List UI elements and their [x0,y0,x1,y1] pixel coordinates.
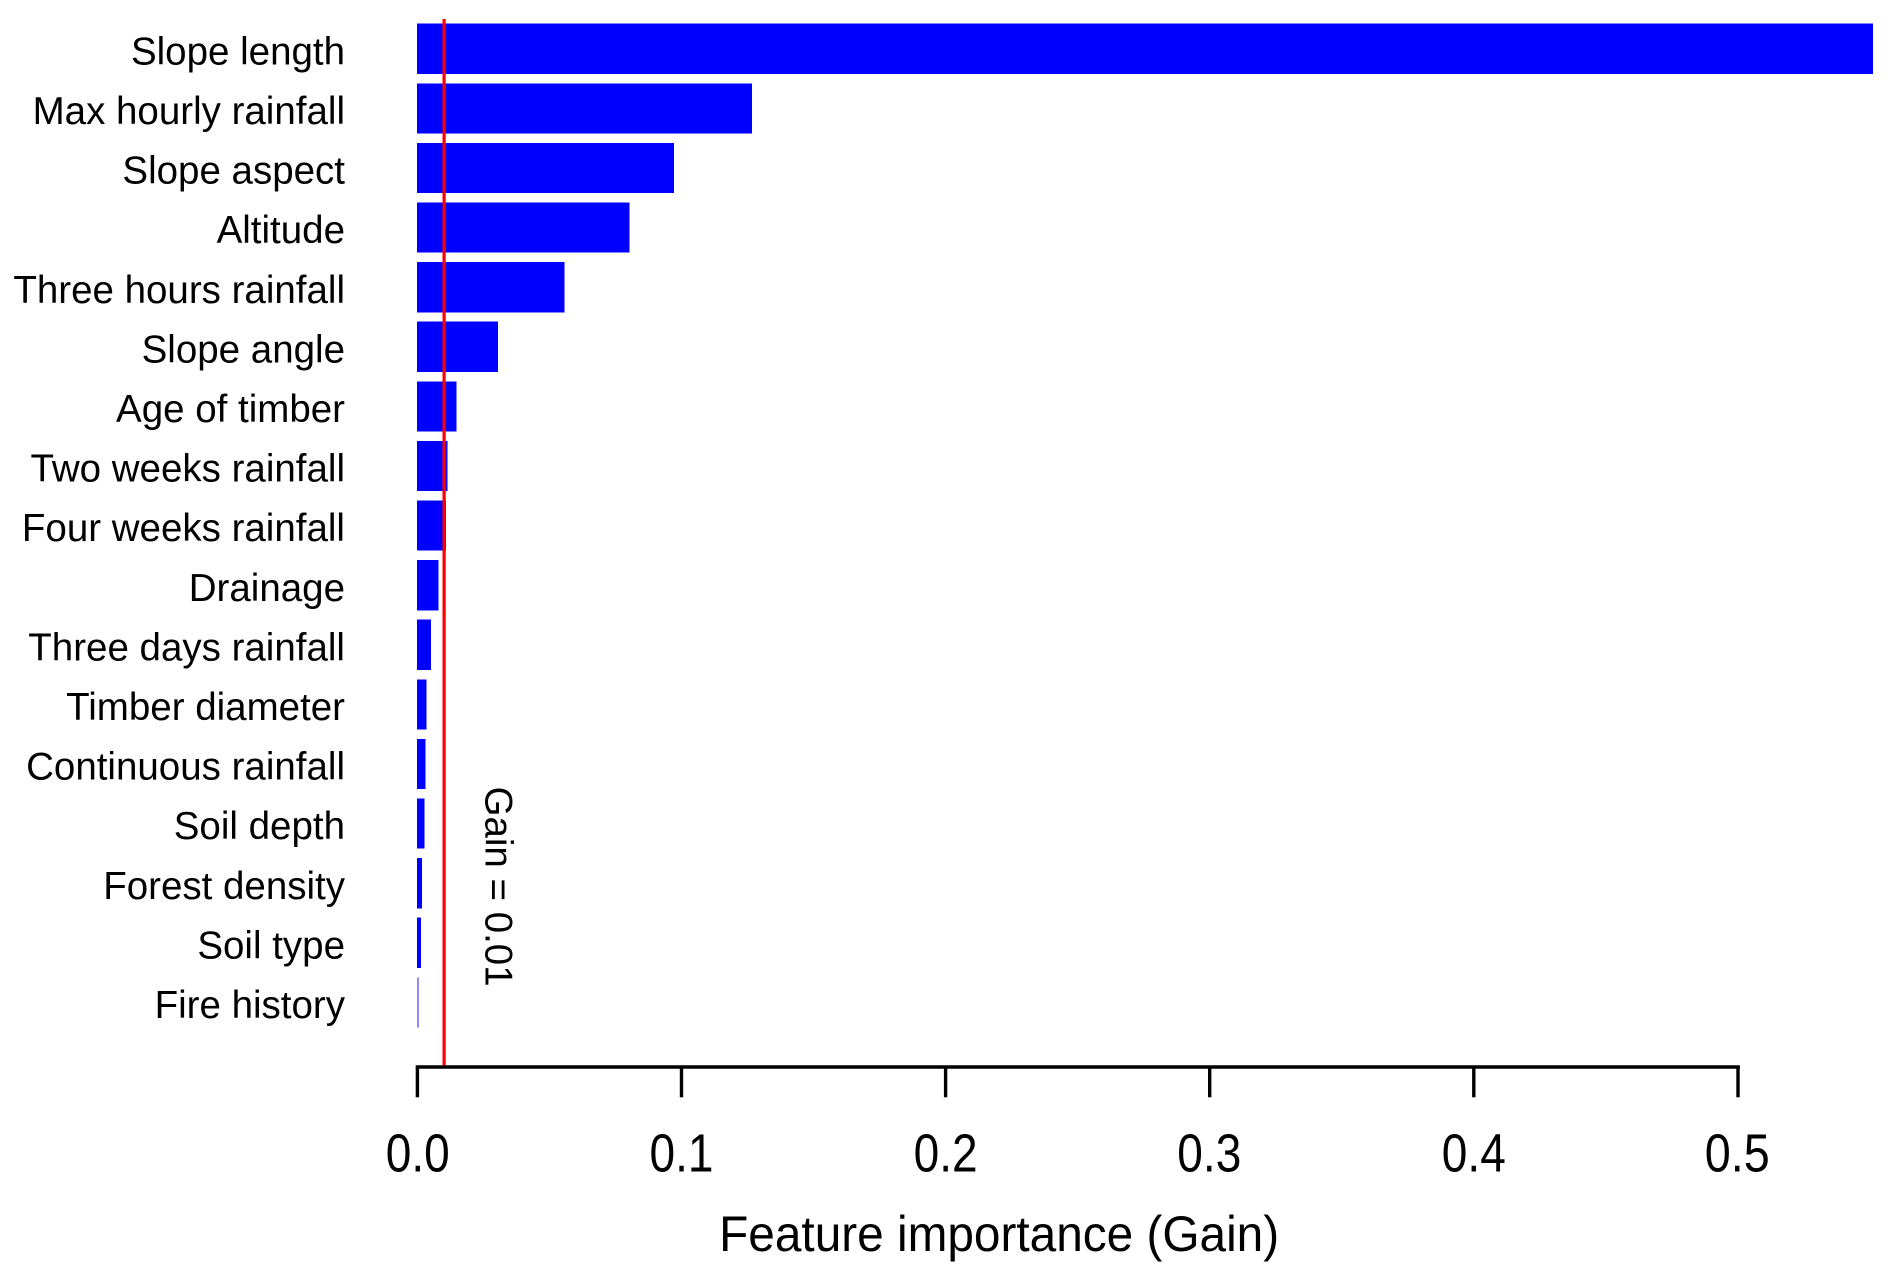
svg-text:Gain = 0.01: Gain = 0.01 [476,787,519,987]
svg-text:Slope aspect: Slope aspect [122,150,345,193]
svg-text:Timber diameter: Timber diameter [66,686,345,729]
svg-text:Slope angle: Slope angle [142,328,345,371]
svg-text:Feature importance (Gain): Feature importance (Gain) [719,1206,1279,1262]
svg-text:Slope length: Slope length [131,30,345,73]
svg-text:Soil type: Soil type [197,924,345,967]
svg-text:0.0: 0.0 [386,1124,450,1183]
svg-text:Altitude: Altitude [217,209,345,252]
svg-text:Two weeks rainfall: Two weeks rainfall [30,448,345,491]
svg-text:Continuous rainfall: Continuous rainfall [26,746,345,789]
svg-text:Fire history: Fire history [155,984,346,1027]
svg-text:Three days rainfall: Three days rainfall [28,626,345,669]
svg-text:Age of timber: Age of timber [116,388,345,431]
svg-text:Four weeks rainfall: Four weeks rainfall [22,507,345,550]
svg-text:0.2: 0.2 [914,1124,978,1183]
svg-text:0.3: 0.3 [1177,1124,1241,1183]
svg-text:Max hourly rainfall: Max hourly rainfall [33,90,345,133]
svg-text:0.5: 0.5 [1705,1124,1770,1183]
svg-text:Drainage: Drainage [189,567,345,610]
svg-text:Forest density: Forest density [103,865,346,908]
svg-text:Soil depth: Soil depth [174,805,345,848]
svg-text:Three hours rainfall: Three hours rainfall [13,269,345,312]
svg-text:0.1: 0.1 [650,1124,714,1183]
svg-text:0.4: 0.4 [1442,1124,1506,1183]
